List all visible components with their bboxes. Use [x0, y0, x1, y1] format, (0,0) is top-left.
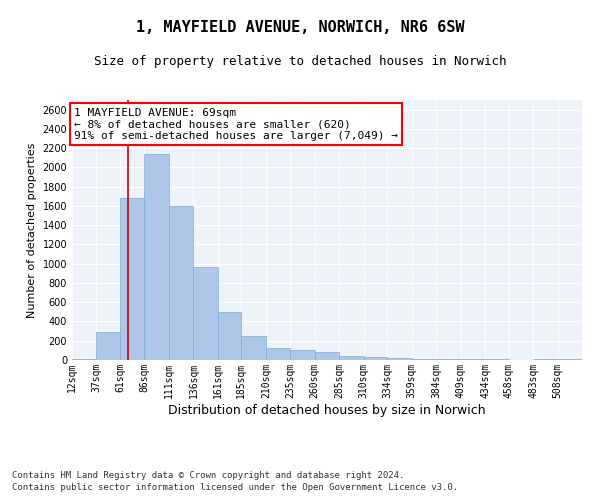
Bar [412, 358, 436, 360]
Text: 1 MAYFIELD AVENUE: 69sqm
← 8% of detached houses are smaller (620)
91% of semi-d: 1 MAYFIELD AVENUE: 69sqm ← 8% of detache… [74, 108, 398, 141]
Bar [387, 358, 412, 360]
X-axis label: Distribution of detached houses by size in Norwich: Distribution of detached houses by size … [168, 404, 486, 416]
Bar [485, 359, 509, 360]
Bar [193, 266, 218, 360]
Text: Size of property relative to detached houses in Norwich: Size of property relative to detached ho… [94, 55, 506, 68]
Bar [169, 206, 193, 360]
Bar [72, 358, 97, 360]
Bar [436, 359, 461, 360]
Bar [557, 358, 582, 360]
Bar [145, 154, 169, 360]
Bar [339, 356, 364, 360]
Text: Contains HM Land Registry data © Crown copyright and database right 2024.: Contains HM Land Registry data © Crown c… [12, 470, 404, 480]
Bar [533, 359, 557, 360]
Bar [364, 357, 387, 360]
Bar [218, 312, 241, 360]
Bar [290, 350, 315, 360]
Text: 1, MAYFIELD AVENUE, NORWICH, NR6 6SW: 1, MAYFIELD AVENUE, NORWICH, NR6 6SW [136, 20, 464, 35]
Y-axis label: Number of detached properties: Number of detached properties [27, 142, 37, 318]
Text: Contains public sector information licensed under the Open Government Licence v3: Contains public sector information licen… [12, 483, 458, 492]
Bar [315, 352, 339, 360]
Bar [241, 336, 266, 360]
Bar [461, 358, 485, 360]
Bar [266, 348, 290, 360]
Bar [120, 198, 145, 360]
Bar [97, 332, 120, 360]
